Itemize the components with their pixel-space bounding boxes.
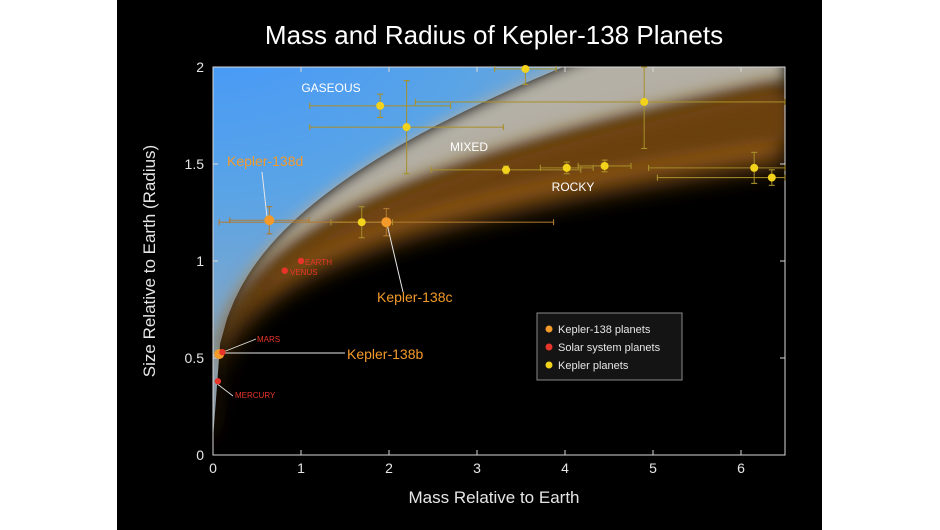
y-tick-label: 1.5 [185, 156, 205, 172]
data-points [214, 64, 776, 385]
chart-frame: Mass and Radius of Kepler-138 Planets 0 1… [117, 0, 822, 530]
rocky-band [213, 82, 785, 445]
label-mars: MARS [257, 335, 280, 344]
kepler-planet-point [376, 101, 385, 110]
legend: Kepler-138 planets Solar system planets … [536, 312, 683, 381]
kepler-138-point [264, 215, 275, 226]
kepler-planet-point [600, 161, 609, 170]
y-tick-label: 0 [196, 447, 204, 463]
region-label-rocky: ROCKY [552, 180, 595, 194]
label-kepler-138d: Kepler-138d [227, 153, 303, 169]
legend-swatch-solar [545, 343, 553, 351]
solar-system-point [297, 257, 305, 265]
label-mercury: MERCURY [235, 391, 276, 400]
x-axis-label: Mass Relative to Earth [408, 488, 579, 507]
callouts: Kepler-138d Kepler-138c Kepler-138b MARS… [212, 153, 453, 400]
label-earth: EARTH [305, 258, 332, 267]
legend-label-solar: Solar system planets [558, 342, 661, 354]
x-tick-label: 6 [737, 460, 745, 476]
mixed-band [213, 67, 785, 440]
kepler-138-point [381, 217, 392, 228]
kepler-planet-point [750, 163, 759, 172]
x-tick-label: 0 [209, 460, 217, 476]
gaseous-band [213, 67, 564, 440]
callout-line-mercury [215, 382, 234, 397]
callout-line-138c [386, 223, 404, 293]
solar-system-point [281, 267, 288, 274]
chart-title: Mass and Radius of Kepler-138 Planets [265, 20, 723, 50]
legend-swatch-kepler138 [545, 325, 553, 333]
kepler-planet-point [357, 218, 366, 227]
y-tick-label: 0.5 [185, 350, 205, 366]
x-tick-label: 3 [473, 460, 481, 476]
kepler-planet-point [502, 165, 511, 174]
axis-ticks: 0 1 2 3 4 5 6 0 0.5 1 1.5 2 [185, 59, 785, 476]
x-tick-label: 2 [385, 460, 393, 476]
label-kepler-138b: Kepler-138b [347, 346, 423, 362]
callout-line-138d [261, 171, 268, 218]
label-kepler-138c: Kepler-138c [377, 289, 453, 305]
region-label-mixed: MIXED [450, 140, 488, 154]
composition-bands [213, 67, 785, 448]
chart-svg: Mass and Radius of Kepler-138 Planets 0 1… [140, 20, 786, 507]
kepler-planet-point [402, 123, 411, 132]
label-venus: VENUS [290, 268, 318, 277]
legend-box [536, 312, 683, 381]
legend-label-kepler138: Kepler-138 planets [558, 324, 651, 336]
x-tick-label: 5 [649, 460, 657, 476]
y-tick-label: 2 [196, 59, 204, 75]
kepler-planet-point [521, 64, 530, 73]
solar-system-point [214, 378, 222, 385]
y-axis-label: Size Relative to Earth (Radius) [140, 145, 159, 377]
x-tick-label: 4 [561, 460, 569, 476]
legend-label-kepler: Kepler planets [558, 360, 629, 372]
kepler-planet-point [640, 97, 649, 106]
legend-swatch-kepler [545, 361, 553, 369]
region-label-gaseous: GASEOUS [301, 81, 360, 95]
kepler-planet-point [562, 163, 571, 172]
x-tick-label: 1 [297, 460, 305, 476]
rocky-band-core [213, 92, 785, 448]
kepler-planet-point [767, 173, 776, 182]
solar-system-point [219, 348, 226, 356]
y-tick-label: 1 [196, 253, 204, 269]
